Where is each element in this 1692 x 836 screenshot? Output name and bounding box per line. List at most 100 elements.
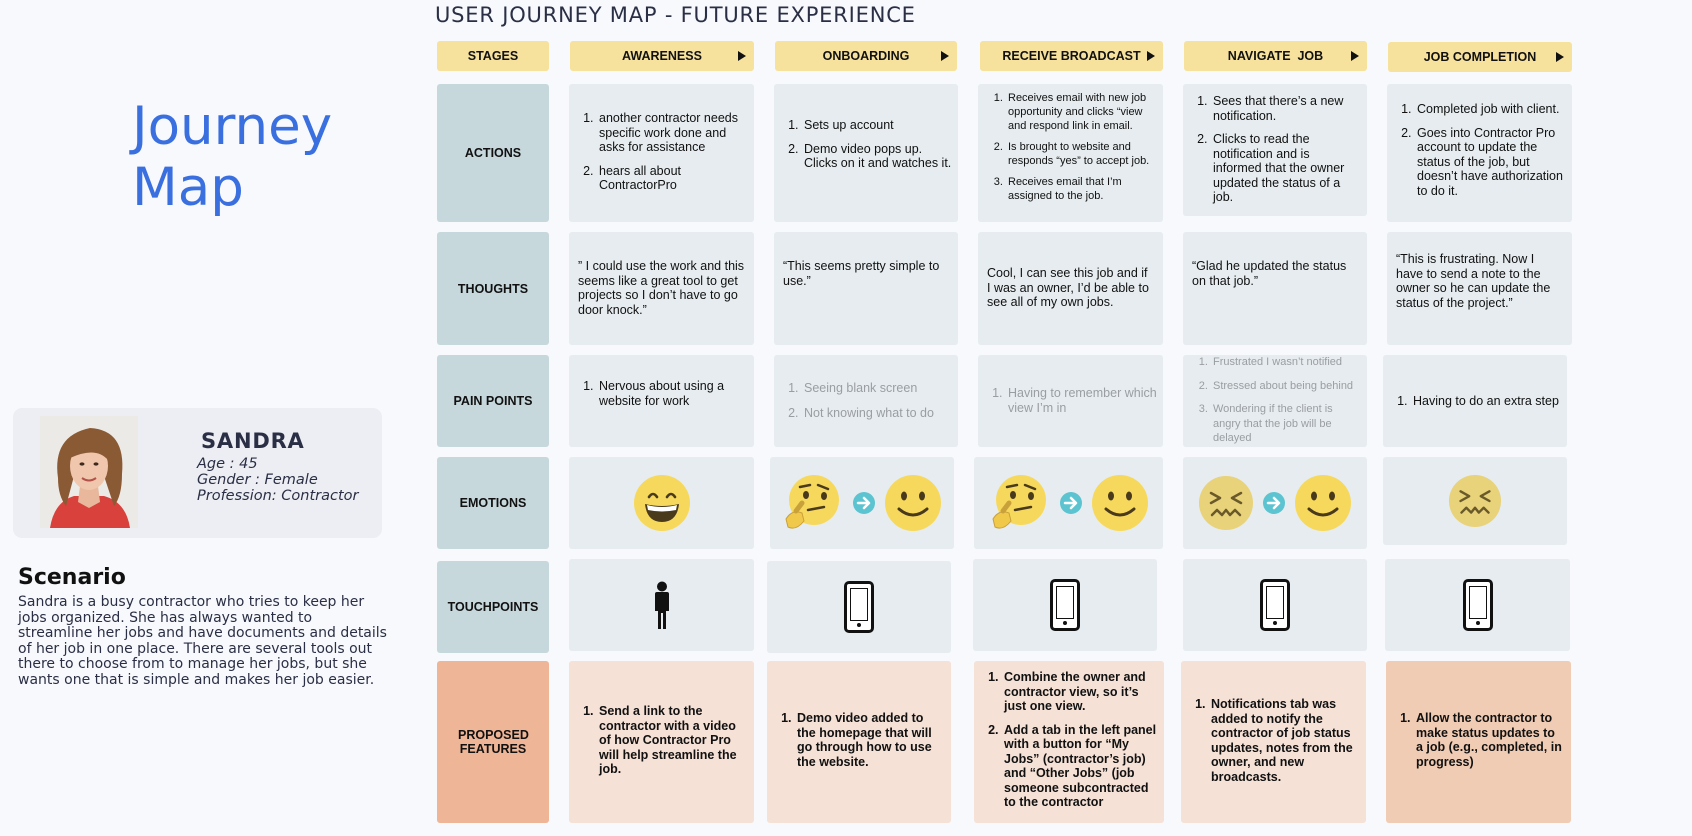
emotions-cell-receive-broadcast [974,457,1163,549]
action-list: Sets up account Demo video pops up. Clic… [774,118,958,171]
thought-text: “This seems pretty simple to use.” [783,259,940,288]
pain-cell-job-completion: Having to do an extra step [1383,355,1567,447]
thought-text: “This is frustrating. Now I have to send… [1396,252,1551,310]
list-item: Not knowing what to do [802,406,952,421]
action-list: Sees that there’s a new notification. Cl… [1183,94,1367,205]
list-item: Demo video added to the homepage that wi… [795,711,945,769]
persona-profession: Profession: Contractor [197,488,359,504]
feature-cell-navigate-job: Notifications tab was added to notify th… [1181,661,1366,823]
confounded-face-icon [1448,474,1502,528]
stage-navigate-job: NAVIGATE JOB [1184,41,1367,71]
feature-cell-receive-broadcast: Combine the owner and contractor view, s… [974,661,1164,823]
action-list: Receives email with new job opportunity … [978,91,1163,203]
pain-list: Nervous about using a website for work [569,379,754,408]
stages-header: STAGES [437,41,549,71]
thinking-face-icon [991,475,1046,529]
arrow-right-icon [1059,492,1082,514]
brand-line-1: Journey [132,96,333,157]
touchpoint-cell-receive-broadcast [973,559,1157,651]
pain-cell-receive-broadcast: Having to remember which view I’m in [978,355,1163,447]
feature-list: Send a link to the contractor with a vid… [569,704,754,777]
list-item: Add a tab in the left panel with a butto… [1002,723,1158,810]
stage-label: JOB COMPLETION [1423,50,1537,64]
smiling-face-icon [885,475,941,531]
row-label-actions: ACTIONS [437,84,549,222]
stage-label: ONBOARDING [822,49,910,63]
persona-card: SANDRA Age : 45 Gender : Female Professi… [13,408,382,538]
thoughts-cell-awareness: ” I could use the work and this seems li… [569,232,754,345]
emotions-cell-navigate-job [1183,457,1367,549]
list-item: Allow the contractor to make status upda… [1414,711,1565,769]
list-item: Nervous about using a website for work [597,379,748,408]
feature-cell-awareness: Send a link to the contractor with a vid… [569,661,754,823]
list-item: Having to do an extra step [1411,394,1559,409]
brand-title: Journey Map [132,96,332,218]
feature-list: Allow the contractor to make status upda… [1386,711,1571,769]
emotions-cell-job-completion [1383,457,1567,545]
play-arrow-icon [941,51,949,61]
list-item: Receives email that I’m assigned to the … [1006,175,1157,203]
stage-receive-broadcast: RECEIVE BROADCAST [980,41,1163,71]
page-title: USER JOURNEY MAP - FUTURE EXPERIENCE [435,3,916,27]
person-icon [654,581,669,629]
brand-line-2: Map [132,157,244,218]
play-arrow-icon [1556,52,1564,62]
list-item: Stressed about being behind [1211,379,1361,394]
feature-list: Combine the owner and contractor view, s… [974,670,1164,810]
stage-label: NAVIGATE JOB [1227,49,1324,63]
list-item: Having to remember which view I’m in [1006,386,1157,415]
pain-list: Frustrated I wasn’t notified Stressed ab… [1183,355,1367,446]
scenario-text: Sandra is a busy contractor who tries to… [18,594,387,688]
thoughts-cell-receive-broadcast: Cool, I can see this job and if I was an… [978,232,1163,345]
list-item: Is brought to website and responds “yes”… [1006,140,1157,168]
stage-label: AWARENESS [622,49,702,63]
phone-icon [1462,579,1493,631]
thinking-face-icon [785,475,839,529]
thought-text: Cool, I can see this job and if I was an… [987,266,1149,309]
confounded-face-icon [1199,476,1253,530]
touchpoint-cell-awareness [569,559,754,651]
phone-icon [1050,579,1080,631]
persona-name: SANDRA [201,429,305,453]
pain-list: Having to do an extra step [1383,394,1565,409]
list-item: Receives email with new job opportunity … [1006,91,1157,133]
thoughts-cell-navigate-job: “Glad he updated the status on that job.… [1183,232,1367,345]
grinning-face-icon [633,475,690,531]
persona-gender: Gender : Female [197,472,318,488]
play-arrow-icon [1147,51,1155,61]
pain-list: Having to remember which view I’m in [978,386,1163,415]
list-item: Seeing blank screen [802,381,952,396]
row-label-touchpoints: TOUCHPOINTS [437,561,549,653]
list-item: Combine the owner and contractor view, s… [1002,670,1158,714]
persona-age: Age : 45 [197,456,258,472]
actions-cell-receive-broadcast: Receives email with new job opportunity … [978,84,1163,222]
row-label-pain-points: PAIN POINTS [437,355,549,447]
smiling-face-icon [1295,475,1351,531]
action-list: another contractor needs specific work d… [569,111,754,193]
arrow-right-icon [853,492,875,514]
feature-list: Notifications tab was added to notify th… [1181,697,1366,784]
thought-text: “Glad he updated the status on that job.… [1192,259,1347,288]
stage-awareness: AWARENESS [570,41,754,71]
pain-cell-navigate-job: Frustrated I wasn’t notified Stressed ab… [1183,355,1367,447]
scenario-title: Scenario [18,565,126,590]
smiling-face-icon [1091,475,1148,531]
list-item: Sets up account [802,118,952,133]
emotions-cell-awareness [569,457,754,549]
list-item: another contractor needs specific work d… [597,111,748,155]
list-item: Clicks to read the notification and is i… [1211,132,1361,205]
persona-photo [40,416,138,528]
list-item: hears all about ContractorPro [597,164,748,193]
list-item: Demo video pops up. Clicks on it and wat… [802,142,952,171]
phone-icon [844,581,874,633]
feature-cell-onboarding: Demo video added to the homepage that wi… [767,661,951,823]
list-item: Frustrated I wasn’t notified [1211,355,1361,370]
row-label-thoughts: THOUGHTS [437,232,549,345]
actions-cell-job-completion: Completed job with client. Goes into Con… [1387,84,1572,222]
touchpoint-cell-navigate-job [1183,559,1367,651]
row-label-text: PROPOSED FEATURES [458,728,529,756]
feature-list: Demo video added to the homepage that wi… [767,711,951,769]
phone-icon [1260,579,1290,631]
list-item: Goes into Contractor Pro account to upda… [1415,126,1566,199]
stage-job-completion: JOB COMPLETION [1388,42,1572,72]
